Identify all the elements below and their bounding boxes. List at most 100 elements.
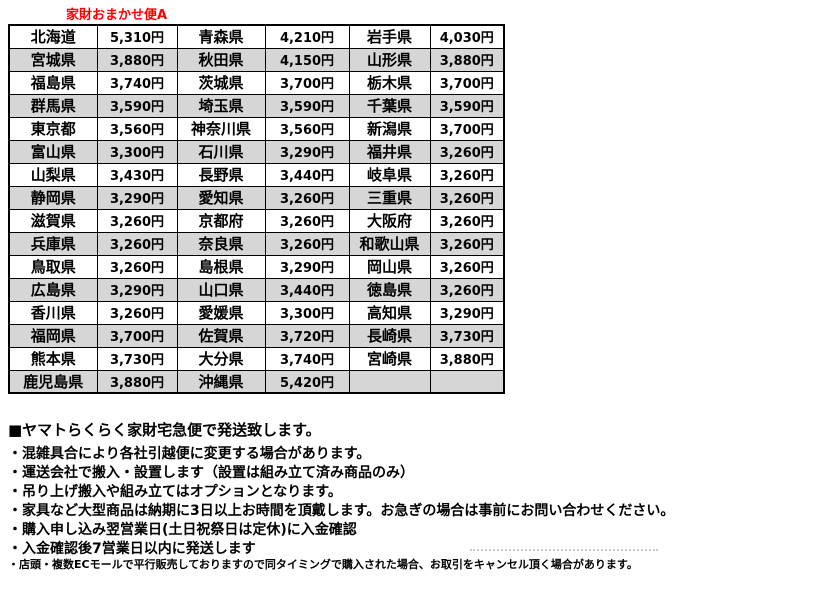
table-row: 東京都 3,560円 神奈川県 3,560円 新潟県 3,700円	[8, 116, 505, 141]
prefecture-cell: 沖縄県	[176, 369, 266, 394]
table-row: 兵庫県 3,260円 奈良県 3,260円 和歌山県 3,260円	[8, 231, 505, 256]
price-cell: 3,260円	[429, 185, 505, 210]
prefecture-cell	[348, 369, 431, 394]
price-cell: 3,700円	[96, 323, 178, 348]
prefecture-cell: 徳島県	[348, 277, 431, 302]
table-row: 静岡県 3,290円 愛知県 3,260円 三重県 3,260円	[8, 185, 505, 210]
price-cell: 5,420円	[264, 369, 350, 394]
table-row: 香川県 3,260円 愛媛県 3,300円 高知県 3,290円	[8, 300, 505, 325]
fee-table-body: 北海道 5,310円 青森県 4,210円 岩手県 4,030円 宮城県 3,880円 秋田県 4…	[8, 24, 505, 394]
notes-list: ・混雑具合により各社引越便に変更する場合があります。 ・運送会社で搬入・設置します…	[8, 445, 674, 559]
prefecture-cell: 和歌山県	[348, 231, 431, 256]
prefecture-cell: 熊本県	[8, 346, 98, 371]
table-row: 熊本県 3,730円 大分県 3,740円 宮崎県 3,880円	[8, 346, 505, 371]
prefecture-cell: 石川県	[176, 139, 266, 164]
price-cell: 3,440円	[264, 162, 350, 187]
prefecture-cell: 富山県	[8, 139, 98, 164]
prefecture-cell: 鹿児島県	[8, 369, 98, 394]
prefecture-cell: 宮崎県	[348, 346, 431, 371]
prefecture-cell: 兵庫県	[8, 231, 98, 256]
prefecture-cell: 東京都	[8, 116, 98, 141]
prefecture-cell: 福井県	[348, 139, 431, 164]
table-row: 富山県 3,300円 石川県 3,290円 福井県 3,260円	[8, 139, 505, 164]
table-row: 北海道 5,310円 青森県 4,210円 岩手県 4,030円	[8, 24, 505, 49]
price-cell: 3,300円	[96, 139, 178, 164]
table-row: 山梨県 3,430円 長野県 3,440円 岐阜県 3,260円	[8, 162, 505, 187]
price-cell: 3,730円	[429, 323, 505, 348]
prefecture-cell: 山梨県	[8, 162, 98, 187]
prefecture-cell: 北海道	[8, 24, 98, 49]
price-cell: 3,260円	[264, 185, 350, 210]
prefecture-cell: 香川県	[8, 300, 98, 325]
prefecture-cell: 福島県	[8, 70, 98, 95]
prefecture-cell: 山形県	[348, 47, 431, 72]
price-cell: 3,260円	[264, 208, 350, 233]
prefecture-cell: 奈良県	[176, 231, 266, 256]
price-cell: 3,590円	[429, 93, 505, 118]
price-cell	[429, 369, 505, 394]
prefecture-cell: 群馬県	[8, 93, 98, 118]
prefecture-cell: 福岡県	[8, 323, 98, 348]
price-cell: 3,260円	[96, 231, 178, 256]
price-cell: 3,880円	[429, 47, 505, 72]
price-cell: 3,260円	[264, 231, 350, 256]
price-cell: 3,560円	[264, 116, 350, 141]
footnote: ・店頭・複数ECモールで平行販売しておりますので同タイミングで購入された場合、お…	[8, 558, 638, 571]
prefecture-cell: 宮城県	[8, 47, 98, 72]
price-cell: 3,880円	[429, 346, 505, 371]
price-cell: 3,260円	[429, 277, 505, 302]
table-row: 鳥取県 3,260円 島根県 3,290円 岡山県 3,260円	[8, 254, 505, 279]
note-item: ・家具など大型商品は納期に3日以上お時間を頂戴します。お急ぎの場合は事前にお問い…	[8, 503, 675, 519]
price-cell: 3,290円	[96, 185, 178, 210]
price-cell: 3,260円	[96, 208, 178, 233]
prefecture-cell: 京都府	[176, 208, 266, 233]
table-row: 福島県 3,740円 茨城県 3,700円 栃木県 3,700円	[8, 70, 505, 95]
prefecture-cell: 高知県	[348, 300, 431, 325]
prefecture-cell: 鳥取県	[8, 254, 98, 279]
prefecture-cell: 大阪府	[348, 208, 431, 233]
notes-heading: ■ヤマトらくらく家財宅急便で発送致します。	[8, 421, 321, 439]
price-cell: 3,290円	[264, 139, 350, 164]
price-cell: 3,730円	[96, 346, 178, 371]
price-cell: 3,440円	[264, 277, 350, 302]
price-cell: 3,260円	[429, 162, 505, 187]
prefecture-cell: 栃木県	[348, 70, 431, 95]
price-cell: 5,310円	[96, 24, 178, 49]
prefecture-cell: 山口県	[176, 277, 266, 302]
price-cell: 3,700円	[429, 116, 505, 141]
prefecture-cell: 千葉県	[348, 93, 431, 118]
prefecture-cell: 滋賀県	[8, 208, 98, 233]
plan-title: 家財おまかせ便A	[66, 8, 168, 23]
price-cell: 4,030円	[429, 24, 505, 49]
price-cell: 3,300円	[264, 300, 350, 325]
prefecture-cell: 新潟県	[348, 116, 431, 141]
note-item: ・吊り上げ搬入や組み立てはオプションとなります。	[8, 484, 342, 500]
price-cell: 3,740円	[264, 346, 350, 371]
prefecture-cell: 埼玉県	[176, 93, 266, 118]
prefecture-cell: 島根県	[176, 254, 266, 279]
price-cell: 3,260円	[429, 254, 505, 279]
table-row: 宮城県 3,880円 秋田県 4,150円 山形県 3,880円	[8, 47, 505, 72]
prefecture-cell: 岐阜県	[348, 162, 431, 187]
shipping-fee-table: 北海道 5,310円 青森県 4,210円 岩手県 4,030円 宮城県 3,880円 秋田県 4…	[8, 24, 505, 394]
price-cell: 3,290円	[264, 254, 350, 279]
price-cell: 3,590円	[96, 93, 178, 118]
price-cell: 3,720円	[264, 323, 350, 348]
price-cell: 3,740円	[96, 70, 178, 95]
prefecture-cell: 愛媛県	[176, 300, 266, 325]
prefecture-cell: 大分県	[176, 346, 266, 371]
price-cell: 3,260円	[429, 231, 505, 256]
price-cell: 3,290円	[429, 300, 505, 325]
price-cell: 3,560円	[96, 116, 178, 141]
note-item: ・運送会社で搬入・設置します（設置は組み立て済み商品のみ）	[8, 465, 414, 481]
table-row: 広島県 3,290円 山口県 3,440円 徳島県 3,260円	[8, 277, 505, 302]
price-cell: 4,210円	[264, 24, 350, 49]
price-cell: 3,290円	[96, 277, 178, 302]
table-row: 鹿児島県 3,880円 沖縄県 5,420円	[8, 369, 505, 394]
price-cell: 3,260円	[96, 300, 178, 325]
price-cell: 3,590円	[264, 93, 350, 118]
table-row: 福岡県 3,700円 佐賀県 3,720円 長崎県 3,730円	[8, 323, 505, 348]
table-row: 群馬県 3,590円 埼玉県 3,590円 千葉県 3,590円	[8, 93, 505, 118]
prefecture-cell: 青森県	[176, 24, 266, 49]
dotted-line-artifact	[470, 549, 658, 551]
